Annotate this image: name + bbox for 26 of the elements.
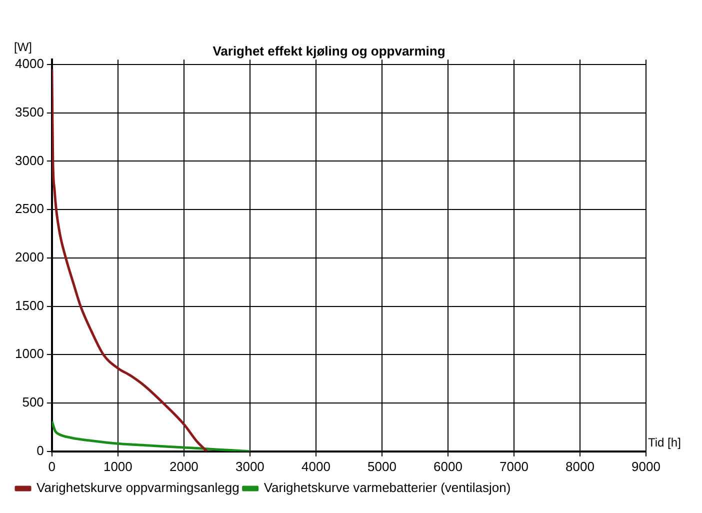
x-tick-label: 3000 (235, 458, 264, 474)
y-tick-label: 0 (36, 442, 44, 458)
y-tick-label: 3000 (15, 152, 44, 168)
chart-title: Varighet effekt kjøling og oppvarming (212, 43, 446, 58)
x-tick-label: 1000 (103, 458, 132, 474)
y-tick-label: 1000 (15, 346, 44, 362)
y-tick-label: 2000 (15, 249, 44, 264)
y-tick-label: 2500 (15, 201, 44, 216)
legend-label: Varighetskurve varmebatterier (ventilasjon) (264, 480, 511, 496)
line-series (52, 68, 208, 452)
x-tick-label: 7000 (500, 458, 528, 474)
legend-label: Varighetskurve oppvarmingsanlegg (36, 480, 240, 496)
x-tick-label: 0 (48, 458, 56, 474)
x-tick-label: 2000 (169, 458, 198, 474)
y-tick-label: 1500 (15, 298, 44, 313)
line-series (52, 420, 252, 452)
y-tick-label: 4000 (15, 56, 44, 72)
x-tick-label: 9000 (632, 458, 660, 474)
x-tick-label: 4000 (301, 458, 330, 474)
y-axis-title: [W] (14, 40, 32, 54)
x-axis-title: Tid [h] (648, 436, 681, 450)
y-tick-label: 500 (22, 394, 44, 410)
x-tick-label: 6000 (434, 458, 462, 474)
x-tick-label: 5000 (368, 458, 396, 474)
x-tick-label: 8000 (566, 458, 594, 474)
y-tick-label: 3500 (15, 104, 44, 120)
